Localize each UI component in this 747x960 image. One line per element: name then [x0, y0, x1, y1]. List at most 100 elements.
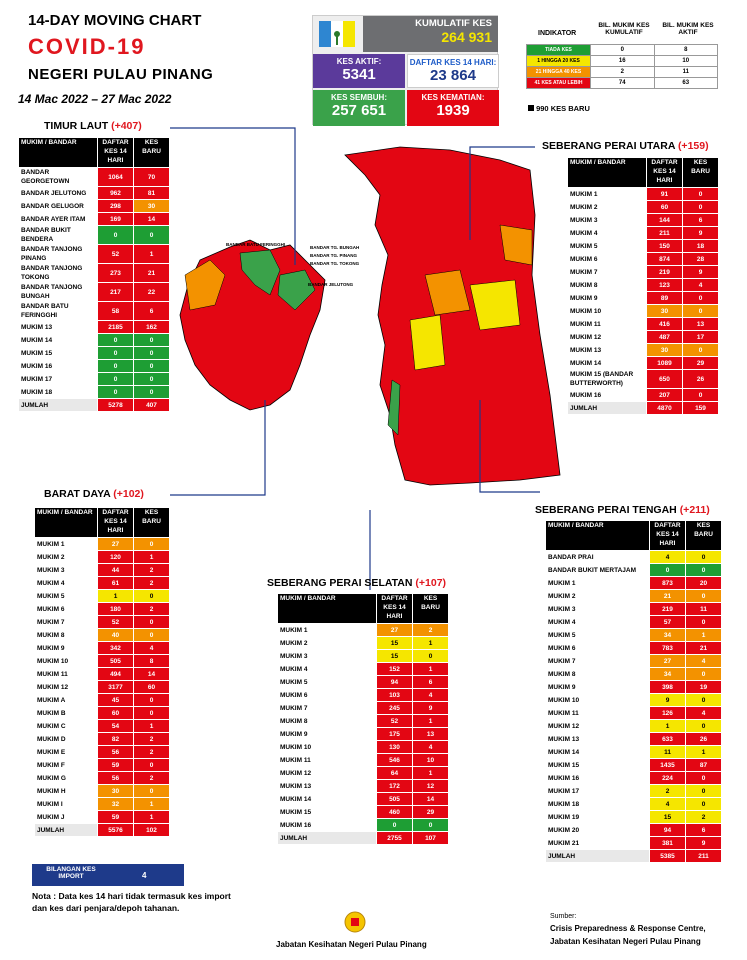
table-row: MUKIM 16 224 0 — [545, 771, 722, 785]
import-value: 4 — [142, 871, 147, 880]
mainland-map — [344, 146, 561, 486]
new-cases: 162 — [133, 320, 170, 334]
cases-14d: 34 — [649, 667, 686, 681]
total-value: 159 — [682, 401, 719, 415]
cases-14d: 1435 — [649, 758, 686, 772]
cases-14d: 103 — [376, 688, 413, 702]
table-row: MUKIM 6 874 28 — [567, 252, 719, 266]
cases-14d: 381 — [649, 836, 686, 850]
cases-14d: 15 — [376, 649, 413, 663]
cases-14d: 54 — [97, 719, 134, 733]
new-cases: 9 — [682, 226, 719, 240]
row-label: MUKIM 16 — [277, 818, 377, 832]
row-label: MUKIM 5 — [545, 628, 650, 642]
cases-14d: 130 — [376, 740, 413, 754]
new-cases: 2 — [133, 576, 170, 590]
new-cases: 21 — [133, 263, 170, 283]
row-label: MUKIM 5 — [567, 239, 647, 253]
table-row: MUKIM J 59 1 — [34, 810, 170, 824]
new-cases: 0 — [685, 550, 722, 564]
cases-14d: 460 — [376, 805, 413, 819]
table-row: MUKIM 7 52 0 — [34, 615, 170, 629]
timur-laut-title: TIMUR LAUT (+407) — [44, 120, 142, 132]
table-row: MUKIM 8 34 0 — [545, 667, 722, 681]
table-row: MUKIM 14 11 1 — [545, 745, 722, 759]
new-cases: 4 — [412, 688, 449, 702]
total-row: JUMLAH 5385 211 — [545, 849, 722, 863]
cases-14d: 962 — [97, 186, 134, 200]
row-label: MUKIM 8 — [34, 628, 98, 642]
table-header: MUKIM / BANDAR DAFTAR KES 14 HARI KES BARU — [277, 593, 449, 624]
table-row: BANDAR PRAI 4 0 — [545, 550, 722, 564]
table-row: MUKIM 6 103 4 — [277, 688, 449, 702]
new-cases: 1 — [133, 244, 170, 264]
map-label: BANDAR BATU FERINGGHI — [226, 242, 286, 247]
row-label: MUKIM 15 (BANDAR BUTTERWORTH) — [567, 369, 647, 389]
cases-14d: 60 — [97, 706, 134, 720]
cases-14d: 180 — [97, 602, 134, 616]
row-label: MUKIM 2 — [567, 200, 647, 214]
row-label: MUKIM 15 — [277, 805, 377, 819]
row-label: MUKIM 4 — [567, 226, 647, 240]
source-label: Sumber: — [550, 913, 577, 920]
table-row: MUKIM 21 381 9 — [545, 836, 722, 850]
total-value: 5576 — [97, 823, 134, 837]
row-label: MUKIM 15 — [545, 758, 650, 772]
column-header: KES BARU — [133, 507, 170, 538]
row-label: MUKIM 6 — [34, 602, 98, 616]
indicator-row: 1 HINGGA 20 KES 16 10 — [526, 55, 718, 67]
new-cases: 2 — [133, 602, 170, 616]
table-row: MUKIM 9 89 0 — [567, 291, 719, 305]
table-row: MUKIM 7 245 9 — [277, 701, 449, 715]
cases-14d: 150 — [646, 239, 683, 253]
new-cases: 0 — [685, 667, 722, 681]
mainland-orange2 — [424, 269, 471, 316]
table-row: MUKIM B 60 0 — [34, 706, 170, 720]
indicator-col1: BIL. MUKIM KES KUMULATIF — [598, 22, 650, 36]
row-label: MUKIM 10 — [34, 654, 98, 668]
column-header: DAFTAR KES 14 HARI — [376, 593, 413, 624]
new-cases: 0 — [133, 333, 170, 347]
cases-14d: 1 — [649, 719, 686, 733]
cases-14d: 89 — [646, 291, 683, 305]
kumulatif-value: 264 931 — [441, 29, 492, 45]
total-row: JUMLAH 5278 407 — [18, 398, 170, 412]
new-cases: 0 — [133, 589, 170, 603]
cases-14d: 61 — [97, 576, 134, 590]
new-cases: 13 — [412, 727, 449, 741]
table-row: MUKIM 1 873 20 — [545, 576, 722, 590]
cases-14d: 0 — [649, 563, 686, 577]
total-value: 102 — [133, 823, 170, 837]
new-cases: 0 — [682, 388, 719, 402]
total-label: JUMLAH — [567, 401, 647, 415]
indicator-row: 21 HINGGA 40 KES 2 11 — [526, 66, 718, 78]
new-cases: 0 — [682, 200, 719, 214]
indicator-c2: 63 — [653, 77, 718, 89]
mainland-yellow — [469, 279, 521, 331]
table-row: MUKIM 12 487 17 — [567, 330, 719, 344]
cases-14d: 64 — [376, 766, 413, 780]
new-cases: 22 — [133, 282, 170, 302]
cases-14d: 505 — [376, 792, 413, 806]
row-label: MUKIM 8 — [545, 667, 650, 681]
new-cases-note: 990 KES BARU — [528, 104, 590, 113]
table-row: MUKIM 13 172 12 — [277, 779, 449, 793]
table-row: MUKIM 11 494 14 — [34, 667, 170, 681]
cases-14d: 44 — [97, 563, 134, 577]
row-label: MUKIM 10 — [545, 693, 650, 707]
barat-daya-title: BARAT DAYA (+102) — [44, 488, 144, 500]
table-row: MUKIM 7 219 9 — [567, 265, 719, 279]
sembuh-label: KES SEMBUH: — [330, 93, 387, 102]
table-row: MUKIM 8 123 4 — [567, 278, 719, 292]
import-box: BILANGAN KES IMPORT 4 — [32, 864, 184, 886]
table-row: MUKIM 1 27 2 — [277, 623, 449, 637]
cases-14d: 59 — [97, 758, 134, 772]
indicator-label: 1 HINGGA 20 KES — [526, 55, 591, 67]
new-cases: 1 — [685, 628, 722, 642]
new-cases: 8 — [133, 654, 170, 668]
table-row: MUKIM 13 633 26 — [545, 732, 722, 746]
table-row: MUKIM 16 0 0 — [277, 818, 449, 832]
table-row: MUKIM 15 (BANDAR BUTTERWORTH) 650 26 — [567, 369, 719, 389]
row-label: MUKIM 2 — [545, 589, 650, 603]
cases-14d: 0 — [376, 818, 413, 832]
